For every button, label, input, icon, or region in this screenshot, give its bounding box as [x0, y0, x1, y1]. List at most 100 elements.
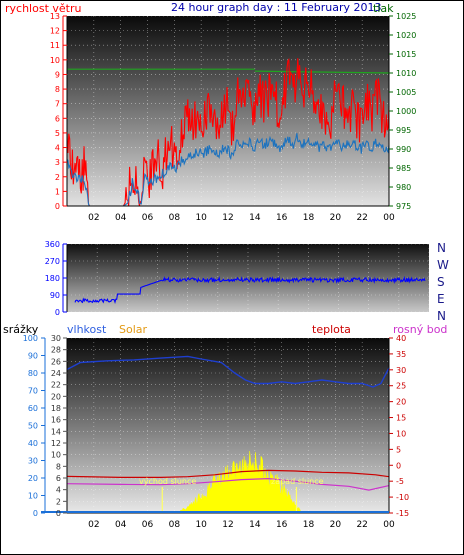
wind-tick-label: 6 [55, 114, 60, 123]
temperature-tick-label: 25 [396, 382, 406, 391]
humidity-x-ticks: 02 04 06 08 10 12 14 16 18 20 22 00 [88, 520, 395, 530]
humidity-tick-label: 4 [56, 486, 61, 495]
wind-x-tick-label: 10 [195, 213, 207, 223]
humidity-x-tick-label: 04 [115, 520, 127, 530]
compass-letter: E [437, 292, 445, 306]
humidity-tick-label: 2 [56, 497, 61, 506]
compass-letter: W [437, 258, 449, 272]
wind-tick-label: 9 [55, 70, 60, 79]
rain-tick-label: 20 [28, 474, 38, 483]
rain-tick-label: 90 [28, 352, 38, 361]
rain-tick-label: 70 [28, 387, 38, 396]
rain-tick-label: 30 [28, 457, 38, 466]
temperature-tick-label: 40 [396, 334, 406, 343]
solar-series [179, 450, 301, 514]
pressure-tick-label: 985 [396, 164, 411, 173]
wind-x-tick-label: 12 [222, 213, 233, 223]
rain-tick-label: 50 [28, 422, 38, 431]
pressure-tick-label: 975 [396, 202, 411, 211]
rain-tick-label: 80 [28, 369, 38, 378]
wind-x-tick-label: 04 [115, 213, 127, 223]
humidity-x-tick-label: 12 [222, 520, 233, 530]
humidity-x-tick-label: 20 [330, 520, 342, 530]
temperature-tick-label: 35 [396, 350, 406, 359]
humidity-x-tick-label: 18 [303, 520, 315, 530]
temperature-tick-label: 30 [396, 366, 406, 375]
direction-tick-label: 0 [55, 308, 60, 317]
humidity-x-tick-label: 22 [356, 520, 367, 530]
direction-series [74, 275, 426, 304]
wind-tick-label: 5 [55, 129, 60, 138]
sun-markers [161, 487, 298, 513]
wind-tick-label: 4 [55, 144, 60, 153]
pressure-tick-label: 1000 [396, 107, 416, 116]
wind-tick-label: 2 [55, 173, 60, 182]
humidity-tick-label: 6 [56, 474, 61, 483]
direction-line [74, 275, 426, 304]
direction-tick-label: 90 [50, 291, 60, 300]
wind-x-tick-label: 16 [276, 213, 288, 223]
humidity-tick-label: 16 [51, 416, 61, 425]
dewpoint-line [66, 477, 390, 491]
humidity-x-tick-label: 14 [249, 520, 261, 530]
pressure-tick-label: 1010 [396, 69, 416, 78]
wind-tick-label: 7 [55, 100, 60, 109]
humidity-line [66, 355, 390, 388]
direction-ticks: 0 90 180 270 360 [45, 240, 67, 317]
humidity-tick-label: 28 [51, 346, 61, 355]
temperature-tick-label: 10 [396, 429, 406, 438]
humidity-axis-label: vlhkost [67, 323, 107, 336]
compass-letter: N [437, 241, 446, 255]
humidity-tick-label: 12 [51, 439, 61, 448]
pressure-axis-label: tlak [373, 2, 394, 15]
wind-tick-label: 11 [50, 41, 60, 50]
humidity-x-tick-label: 00 [383, 520, 395, 530]
humidity-tick-label: 14 [51, 427, 61, 436]
temperature-series [66, 469, 390, 478]
direction-tick-label: 180 [45, 274, 60, 283]
rain-tick-label: 40 [28, 439, 38, 448]
temperature-tick-label: 0 [396, 461, 401, 470]
temperature-tick-label: 15 [396, 414, 406, 423]
pressure-tick-label: 990 [396, 145, 411, 154]
solar-axis-label: Solar [119, 323, 148, 336]
wind-x-tick-label: 02 [88, 213, 99, 223]
sunset-label: západ slunce [271, 477, 324, 486]
wind-tick-label: 8 [55, 85, 60, 94]
wind-tick-label: 10 [50, 56, 60, 65]
wind-tick-label: 13 [50, 12, 60, 21]
wind-x-tick-label: 20 [330, 213, 342, 223]
rain-axis-label: srážky [3, 323, 39, 336]
pressure-tick-label: 1015 [396, 50, 416, 59]
chart-title: 24 hour graph day : 11 February 2013 [171, 1, 382, 14]
temperature-tick-label: 5 [396, 445, 401, 454]
pressure-tick-label: 995 [396, 126, 411, 135]
humidity-tick-label: 10 [51, 451, 61, 460]
dewpoint-axis-label: rosný bod [393, 323, 447, 336]
wind-x-tick-label: 14 [249, 213, 261, 223]
humidity-tick-label: 20 [51, 392, 61, 401]
pressure-tick-label: 1020 [396, 31, 416, 40]
compass-letter: N [437, 309, 446, 323]
humidity-x-tick-label: 02 [88, 520, 99, 530]
pressure-tick-label: 980 [396, 183, 411, 192]
pressure-tick-label: 1025 [396, 12, 416, 21]
rain-tick-label: 100 [23, 334, 38, 343]
wind-x-ticks: 02 04 06 08 10 12 14 16 18 20 22 00 [88, 213, 395, 223]
humidity-tick-label: 24 [51, 369, 61, 378]
rain-tick-label: 10 [28, 492, 38, 501]
temperature-axis-label: teplota [312, 323, 351, 336]
sunrise-label: východ slunce [139, 477, 196, 486]
rain-ticks: 0 10 20 30 40 50 60 70 80 90 100 [23, 334, 45, 518]
humidity-tick-label: 26 [51, 357, 61, 366]
wind-x-tick-label: 18 [303, 213, 315, 223]
humidity-tick-label: 22 [51, 381, 61, 390]
temperature-tick-label: -5 [396, 477, 404, 486]
direction-tick-label: 360 [45, 240, 60, 249]
